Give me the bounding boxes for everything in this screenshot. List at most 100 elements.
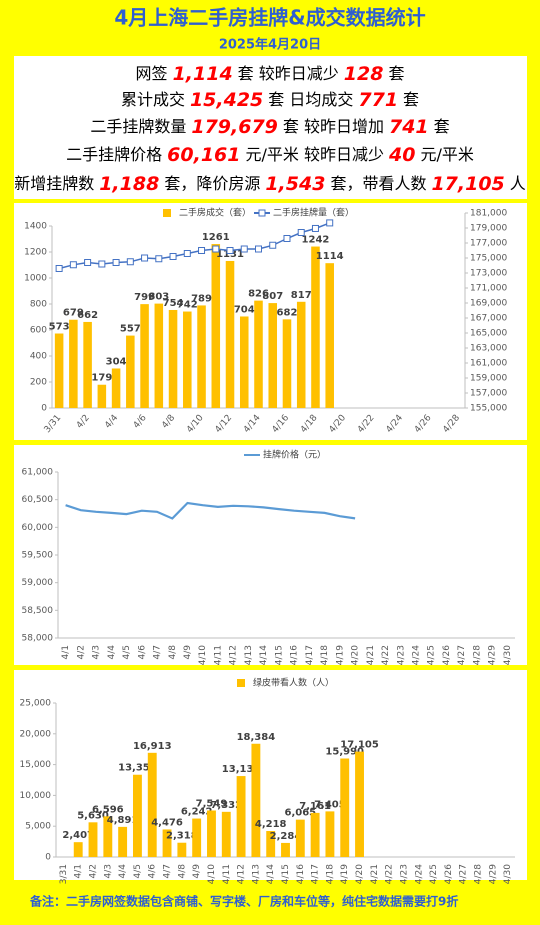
line-marker [112, 259, 120, 266]
x-tick-label: 4/21 [366, 645, 376, 665]
stat-number: 17,105 [431, 173, 504, 195]
stat-number: 40 [388, 144, 415, 166]
y-tick-label: 59,000 [22, 578, 54, 588]
y-tick-label: 1000 [24, 274, 47, 284]
bar [69, 319, 78, 408]
x-tick-label: 4/27 [459, 864, 469, 884]
x-tick-label: 4/7 [153, 645, 163, 659]
y-tick-label: 0 [41, 404, 47, 414]
y2-tick-label: 169,000 [470, 299, 507, 309]
x-tick-label: 4/19 [340, 864, 350, 884]
legend-label: 挂牌价格（元） [263, 449, 326, 461]
y-tick-label: 58,500 [22, 606, 54, 616]
stat-text: 套，降价房源 [164, 174, 260, 193]
bar [111, 368, 121, 408]
data-label: 826 [248, 289, 269, 300]
y2-tick-label: 167,000 [470, 314, 507, 324]
data-label: 7,549 [196, 798, 228, 809]
data-label: 662 [77, 310, 98, 321]
data-label: 1131 [216, 249, 244, 260]
data-label: 7,332 [210, 800, 242, 811]
stat-text: 二手挂牌数量 [90, 117, 186, 136]
x-tick-label: 4/27 [457, 645, 467, 665]
x-tick-label: 4/14 [266, 864, 276, 884]
y2-tick-label: 165,000 [470, 329, 507, 339]
bar [325, 263, 334, 408]
stat-text: 累计成交 [121, 90, 185, 109]
bar [126, 335, 135, 408]
x-tick-label: 4/18 [325, 864, 335, 884]
data-label: 573 [49, 322, 70, 333]
y-tick-label: 15,000 [20, 760, 52, 770]
bar [296, 301, 306, 408]
y2-tick-label: 179,000 [470, 224, 507, 234]
stat-text: 套 较昨日增加 [283, 117, 384, 136]
x-tick-label: 4/23 [396, 645, 406, 665]
x-tick-label: 4/13 [244, 645, 254, 665]
x-tick-label: 4/28 [473, 864, 483, 884]
x-tick-label: 4/11 [222, 864, 232, 884]
bar [268, 303, 278, 408]
x-tick-label: 4/25 [427, 645, 437, 665]
bar [192, 818, 202, 857]
stat-number: 1,114 [173, 63, 233, 85]
stat-text: 人 [510, 174, 526, 193]
bar [251, 743, 261, 857]
y-tick-label: 400 [30, 352, 47, 362]
x-tick-label: 4/30 [503, 864, 513, 884]
x-tick-label: 4/8 [168, 645, 178, 660]
y2-tick-label: 175,000 [470, 254, 507, 264]
x-tick-label: 4/11 [213, 645, 223, 665]
y-tick-label: 5,000 [25, 822, 51, 832]
data-label: 4,218 [255, 819, 287, 830]
stat-number: 1,188 [99, 173, 159, 195]
x-tick-label: 4/16 [290, 645, 300, 665]
y-tick-label: 20,000 [20, 729, 52, 739]
line-marker [155, 255, 163, 263]
y-tick-label: 200 [30, 378, 47, 388]
data-label: 6,065 [284, 808, 316, 819]
data-label: 2,318 [166, 831, 198, 842]
x-tick-label: 4/21 [370, 864, 380, 884]
x-tick-label: 4/15 [281, 864, 291, 884]
bar [162, 829, 172, 857]
series-line [65, 501, 356, 520]
stat-text: 二手挂牌价格 [66, 145, 162, 164]
x-tick-label: 4/24 [411, 645, 421, 665]
stat-text: 套，带看人数 [330, 174, 426, 193]
bar [281, 842, 290, 857]
data-label: 803 [148, 292, 169, 303]
stat-number: 741 [389, 116, 429, 138]
bar [355, 751, 364, 857]
bar [236, 776, 246, 857]
x-tick-label: 4/1 [74, 864, 84, 878]
data-label: 1261 [202, 232, 230, 243]
data-label: 16,913 [133, 741, 172, 752]
data-label: 742 [177, 300, 198, 311]
stat-text: 套 [388, 64, 404, 83]
x-tick-label: 4/6 [137, 645, 147, 660]
stat-number: 60,161 [167, 144, 240, 166]
footer-note: 备注：二手房网签数据包含商铺、写字楼、厂房和车位等，纯住宅数据需要打9折 [29, 894, 458, 909]
x-tick-label: 4/13 [251, 864, 261, 884]
line-marker [283, 235, 291, 242]
data-label: 807 [262, 291, 283, 302]
data-label: 682 [277, 307, 298, 318]
stat-number: 179,679 [191, 116, 278, 138]
stat-line: 新增挂牌数 1,188 套，降价房源 1,543 套，带看人数 17,105 人 [14, 173, 526, 195]
line-marker [141, 254, 149, 262]
stat-line: 二手挂牌价格 60,161 元/平米 较昨日减少 40 元/平米 [66, 144, 474, 166]
data-label: 4,476 [151, 817, 183, 828]
x-tick-label: 4/4 [107, 645, 117, 660]
bar [73, 842, 83, 857]
bar [154, 303, 164, 408]
data-label: 557 [120, 324, 141, 335]
x-tick-label: 4/24 [414, 864, 424, 884]
bar [177, 842, 187, 857]
line-marker [240, 245, 248, 253]
bar [225, 260, 235, 408]
line-marker [169, 253, 177, 260]
bar [254, 300, 263, 408]
bar [103, 816, 113, 857]
